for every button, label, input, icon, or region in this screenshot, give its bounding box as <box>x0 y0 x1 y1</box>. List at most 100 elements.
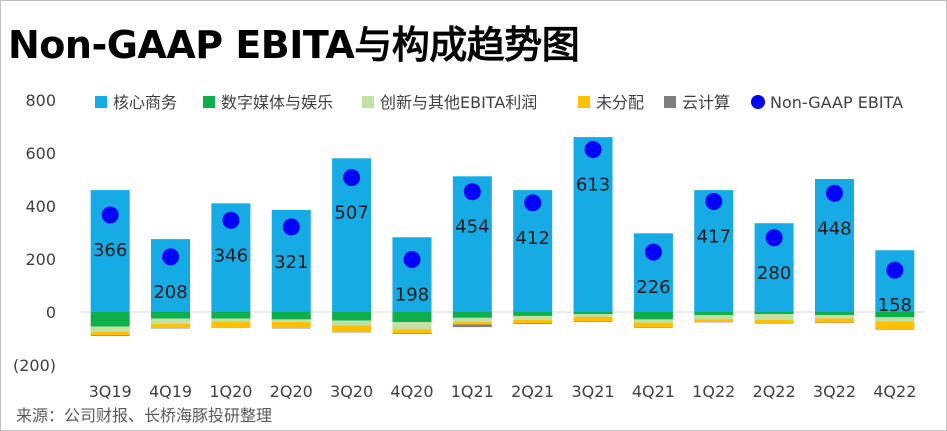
bar-segment-unallocated <box>875 321 915 330</box>
bar-segment-digital_media <box>875 312 915 318</box>
bar-segment-unallocated <box>814 318 854 323</box>
data-label: 280 <box>757 263 791 284</box>
data-label: 417 <box>697 226 731 247</box>
x-tick-label: 1Q21 <box>451 382 494 401</box>
points-layer <box>101 141 904 279</box>
data-label: 366 <box>93 240 127 261</box>
x-tick-label: 2Q21 <box>511 382 554 401</box>
legend-label-cloud: 云计算 <box>682 93 730 112</box>
data-label: 454 <box>455 217 489 238</box>
bar-segment-cloud <box>633 327 673 328</box>
x-tick-label: 2Q22 <box>753 382 796 401</box>
data-label: 613 <box>576 175 610 196</box>
bar-segment-innovation_other <box>452 317 492 322</box>
bar-segment-innovation_other <box>392 322 432 330</box>
x-tick-label: 3Q20 <box>330 382 373 401</box>
data-label: 208 <box>153 282 187 303</box>
bar-segment-unallocated <box>151 323 191 328</box>
bar-segment-cloud <box>814 322 854 324</box>
bar-segment-cloud <box>513 323 553 324</box>
data-label: 158 <box>878 295 912 316</box>
bar-segment-digital_media <box>633 312 673 320</box>
chart-title: Non-GAAP EBITA与构成趋势图 <box>8 23 580 67</box>
bar-segment-innovation_other <box>90 326 130 332</box>
bar-segment-innovation_other <box>875 317 915 322</box>
bar-segment-unallocated <box>513 319 553 324</box>
ebita-point <box>524 194 542 212</box>
x-tick-label: 4Q22 <box>873 382 916 401</box>
legend-label-core_commerce: 核心商务 <box>113 93 177 112</box>
bar-segment-unallocated <box>633 322 673 328</box>
ebita-point <box>705 192 723 210</box>
bar-segment-innovation_other <box>573 314 613 317</box>
legend-label-innovation_other: 创新与其他EBITA利润 <box>380 93 537 112</box>
ebita-point <box>282 218 300 236</box>
bar-segment-unallocated <box>271 322 311 328</box>
bar-segment-cloud <box>694 321 734 323</box>
bar-segment-innovation_other <box>513 315 553 320</box>
ebita-point <box>886 261 904 279</box>
ebita-point <box>765 229 783 247</box>
legend-swatch-cloud <box>664 96 676 108</box>
ebita-point <box>584 141 602 159</box>
ebita-point <box>825 184 843 202</box>
bar-segment-cloud <box>211 327 251 328</box>
legend-label-unallocated: 未分配 <box>596 93 644 112</box>
bar-segment-unallocated <box>694 319 734 322</box>
legend-label-non_gaap_ebita: Non-GAAP EBITA <box>770 93 903 112</box>
y-tick-label: 400 <box>25 197 56 216</box>
bar-segment-core_commerce <box>392 237 432 312</box>
ebita-point <box>644 243 662 261</box>
bar-segment-digital_media <box>452 312 492 318</box>
bar-segment-unallocated <box>90 331 130 336</box>
bar-segment-core_commerce <box>694 190 734 312</box>
bar-segment-digital_media <box>90 312 130 327</box>
y-tick-label: 800 <box>25 91 56 110</box>
bar-segment-cloud <box>90 335 130 336</box>
y-tick-label: 600 <box>25 144 56 163</box>
ebita-point <box>343 169 361 187</box>
source-note: 来源：公司财报、长桥海豚投研整理 <box>16 406 273 425</box>
x-tick-label: 2Q20 <box>270 382 313 401</box>
legend-swatch-non_gaap_ebita <box>751 95 765 109</box>
bar-segment-digital_media <box>332 312 372 321</box>
ebita-point <box>162 248 180 266</box>
data-label: 448 <box>817 218 851 239</box>
ebita-point <box>403 251 421 269</box>
bar-segment-digital_media <box>814 312 854 316</box>
data-label: 412 <box>515 228 549 249</box>
data-label: 198 <box>395 285 429 306</box>
bar-segment-cloud <box>151 327 191 329</box>
y-tick-label: 200 <box>25 250 56 269</box>
bar-segment-innovation_other <box>332 320 372 326</box>
bar-segment-cloud <box>875 329 915 330</box>
bar-segment-digital_media <box>151 312 191 319</box>
bar-segment-innovation_other <box>694 315 734 320</box>
bar-segment-innovation_other <box>151 318 191 324</box>
y-tick-label: 0 <box>46 303 56 322</box>
bar-segment-digital_media <box>392 312 432 323</box>
bar-segment-innovation_other <box>271 319 311 323</box>
bar-segment-cloud <box>332 331 372 333</box>
x-tick-label: 4Q21 <box>632 382 675 401</box>
bar-segment-unallocated <box>332 325 372 332</box>
data-label: 226 <box>636 277 670 298</box>
bar-segment-digital_media <box>573 312 613 315</box>
bar-segment-digital_media <box>694 312 734 316</box>
bars-layer <box>90 137 915 336</box>
bar-segment-unallocated <box>573 316 613 322</box>
x-tick-label: 4Q20 <box>390 382 433 401</box>
x-tick-label: 3Q19 <box>89 382 132 401</box>
x-tick-label: 3Q22 <box>813 382 856 401</box>
x-tick-label: 3Q21 <box>571 382 614 401</box>
legend-label-digital_media: 数字媒体与娱乐 <box>221 93 333 112</box>
ebita-point <box>101 206 119 224</box>
bar-segment-digital_media <box>513 312 553 316</box>
bar-segment-core_commerce <box>573 137 613 312</box>
bar-segment-digital_media <box>271 312 311 320</box>
bar-segment-unallocated <box>392 329 432 334</box>
legend-swatch-core_commerce <box>95 96 107 108</box>
x-tick-label: 4Q19 <box>149 382 192 401</box>
bar-segment-cloud <box>271 327 311 329</box>
